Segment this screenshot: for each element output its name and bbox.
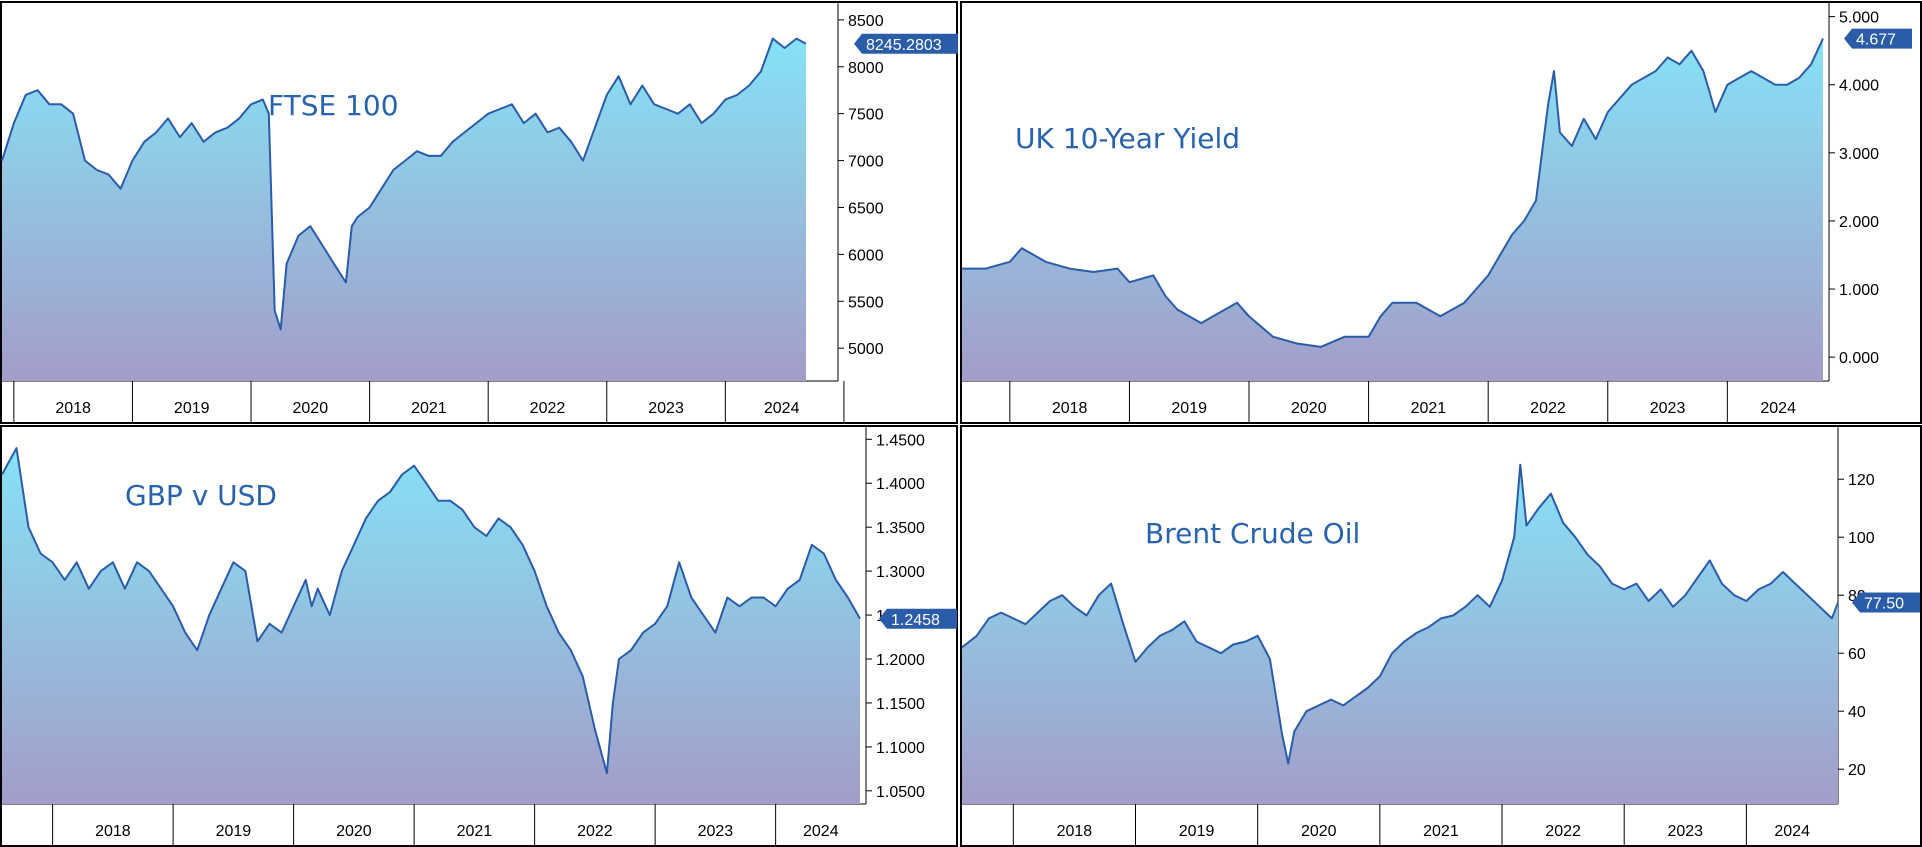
ftse-100-chart: 5000 5500 6000 6500 7000 7500 8000 8500 2018 2019… [0, 1, 958, 424]
panel-frame [960, 425, 1922, 847]
brent-crude-oil-chart: 2040608010012020182019202020212022202320… [960, 425, 1922, 847]
x-tick-label: 2021 [1423, 823, 1459, 840]
last-value-label: 8245.2803 [866, 37, 942, 54]
series-line [1, 37, 807, 331]
y-tick-label: 7500 [848, 107, 884, 124]
last-value-flag [879, 608, 957, 629]
y-tick-label: 1.4000 [876, 476, 925, 493]
last-value-flag [1852, 592, 1920, 613]
series-area [2, 38, 806, 381]
x-tick-label: 2020 [336, 823, 372, 840]
x-tick-label: 2020 [293, 400, 329, 417]
x-tick-label: 2023 [648, 400, 684, 417]
y-tick-label: 120 [1848, 472, 1875, 489]
x-tick-label: 2022 [1530, 400, 1566, 417]
gbp-usd-chart: 1.05001.10001.15001.20001.25001.30001.35… [0, 425, 958, 847]
series-area [962, 464, 1838, 804]
chart-title: GBP v USD [125, 479, 277, 512]
y-tick-label: 4.000 [1839, 78, 1879, 95]
x-tick-label: 2022 [1545, 823, 1581, 840]
series-line [961, 463, 1839, 765]
x-tick-label: 2021 [457, 823, 493, 840]
last-value-flag [854, 33, 958, 54]
chart-title: FTSE 100 [268, 89, 399, 122]
x-tick-label: 2023 [1667, 823, 1703, 840]
chart-title: UK 10-Year Yield [1015, 122, 1240, 155]
y-tick-label: 1.1500 [876, 696, 925, 713]
y-tick-label: 5500 [848, 294, 884, 311]
y-tick-label: 3.000 [1839, 146, 1879, 163]
x-tick-label: 2024 [1760, 400, 1796, 417]
y-tick-label: 8500 [848, 13, 884, 30]
x-tick-label: 2021 [1411, 400, 1447, 417]
y-tick-label: 5000 [848, 341, 884, 358]
x-tick-label: 2024 [803, 823, 839, 840]
y-tick-label: 7000 [848, 154, 884, 171]
y-tick-label: 1.4500 [876, 432, 925, 449]
last-value-label: 4.677 [1856, 32, 1896, 49]
y-tick-label: 60 [1848, 646, 1866, 663]
uk-10-year-yield-chart: 0.000 1.000 2.000 3.000 4.000 5.000 2018 2019 20… [960, 1, 1922, 424]
x-tick-label: 2020 [1301, 823, 1337, 840]
chart-title: Brent Crude Oil [1145, 517, 1360, 550]
x-tick-label: 2021 [411, 400, 447, 417]
x-tick-label: 2019 [216, 823, 252, 840]
y-tick-label: 1.2000 [876, 652, 925, 669]
last-value-label: 1.2458 [891, 612, 940, 629]
y-tick-label: 5.000 [1839, 10, 1879, 27]
panel-frame [0, 1, 958, 424]
x-tick-label: 2019 [1179, 823, 1215, 840]
y-tick-label: 40 [1848, 704, 1866, 721]
x-tick-label: 2018 [1052, 400, 1088, 417]
y-tick-label: 1.000 [1839, 282, 1879, 299]
x-tick-label: 2024 [1774, 823, 1810, 840]
series-area [2, 448, 860, 804]
x-tick-label: 2018 [55, 400, 91, 417]
y-tick-label: 0.000 [1839, 350, 1879, 367]
y-tick-label: 20 [1848, 762, 1866, 779]
y-tick-label: 8000 [848, 60, 884, 77]
panel-frame [960, 1, 1922, 424]
series-line [962, 38, 1824, 348]
y-tick-label: 1.3500 [876, 520, 925, 537]
x-tick-label: 2018 [95, 823, 131, 840]
y-tick-label: 1.0500 [876, 784, 925, 801]
series-area [962, 38, 1823, 381]
x-tick-label: 2022 [530, 400, 566, 417]
x-tick-label: 2019 [1171, 400, 1207, 417]
x-tick-label: 2019 [174, 400, 210, 417]
series-line [1, 447, 861, 775]
x-tick-label: 2020 [1291, 400, 1327, 417]
y-tick-label: 6000 [848, 247, 884, 264]
x-tick-label: 2023 [1650, 400, 1686, 417]
y-tick-label: 6500 [848, 200, 884, 217]
x-tick-label: 2024 [764, 400, 800, 417]
y-tick-label: 1.3000 [876, 564, 925, 581]
panel-frame [0, 425, 958, 847]
y-tick-label: 1.1000 [876, 740, 925, 757]
x-tick-label: 2023 [698, 823, 734, 840]
x-tick-label: 2022 [577, 823, 613, 840]
last-value-flag [1844, 28, 1912, 49]
y-tick-label: 100 [1848, 530, 1875, 547]
last-value-label: 77.50 [1864, 595, 1904, 612]
y-tick-label: 2.000 [1839, 214, 1879, 231]
x-tick-label: 2018 [1057, 823, 1093, 840]
